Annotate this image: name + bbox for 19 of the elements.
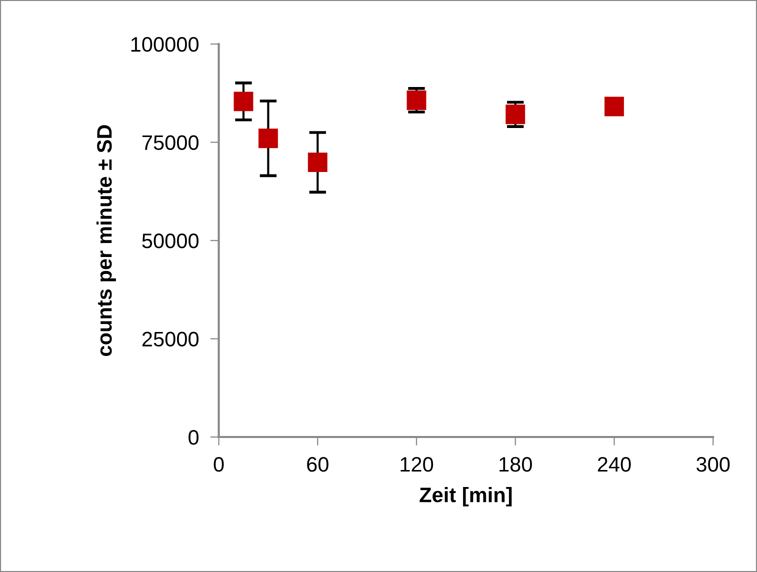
y-tick-label: 25000 [142, 332, 199, 347]
point [234, 92, 254, 112]
x-tick-label: 240 [598, 457, 631, 472]
x-tick-label: 60 [307, 457, 328, 472]
point [406, 90, 426, 110]
x-tick-label: 180 [500, 457, 532, 472]
y-tick-label: 50000 [142, 234, 199, 248]
point [258, 128, 278, 148]
x-axis-title: Zeit [min] [420, 486, 512, 506]
point [308, 152, 328, 172]
x-tick-label: 120 [400, 457, 434, 472]
point [604, 96, 624, 116]
y-tick-label: 0 [188, 430, 199, 445]
x-tick-label: 300 [696, 457, 730, 472]
y-tick-label: 100000 [131, 37, 199, 52]
y-axis-title: counts per minute ± SD [96, 125, 116, 356]
point [506, 104, 526, 124]
y-tick-label: 75000 [142, 135, 199, 150]
x-tick-label: 0 [214, 457, 224, 472]
